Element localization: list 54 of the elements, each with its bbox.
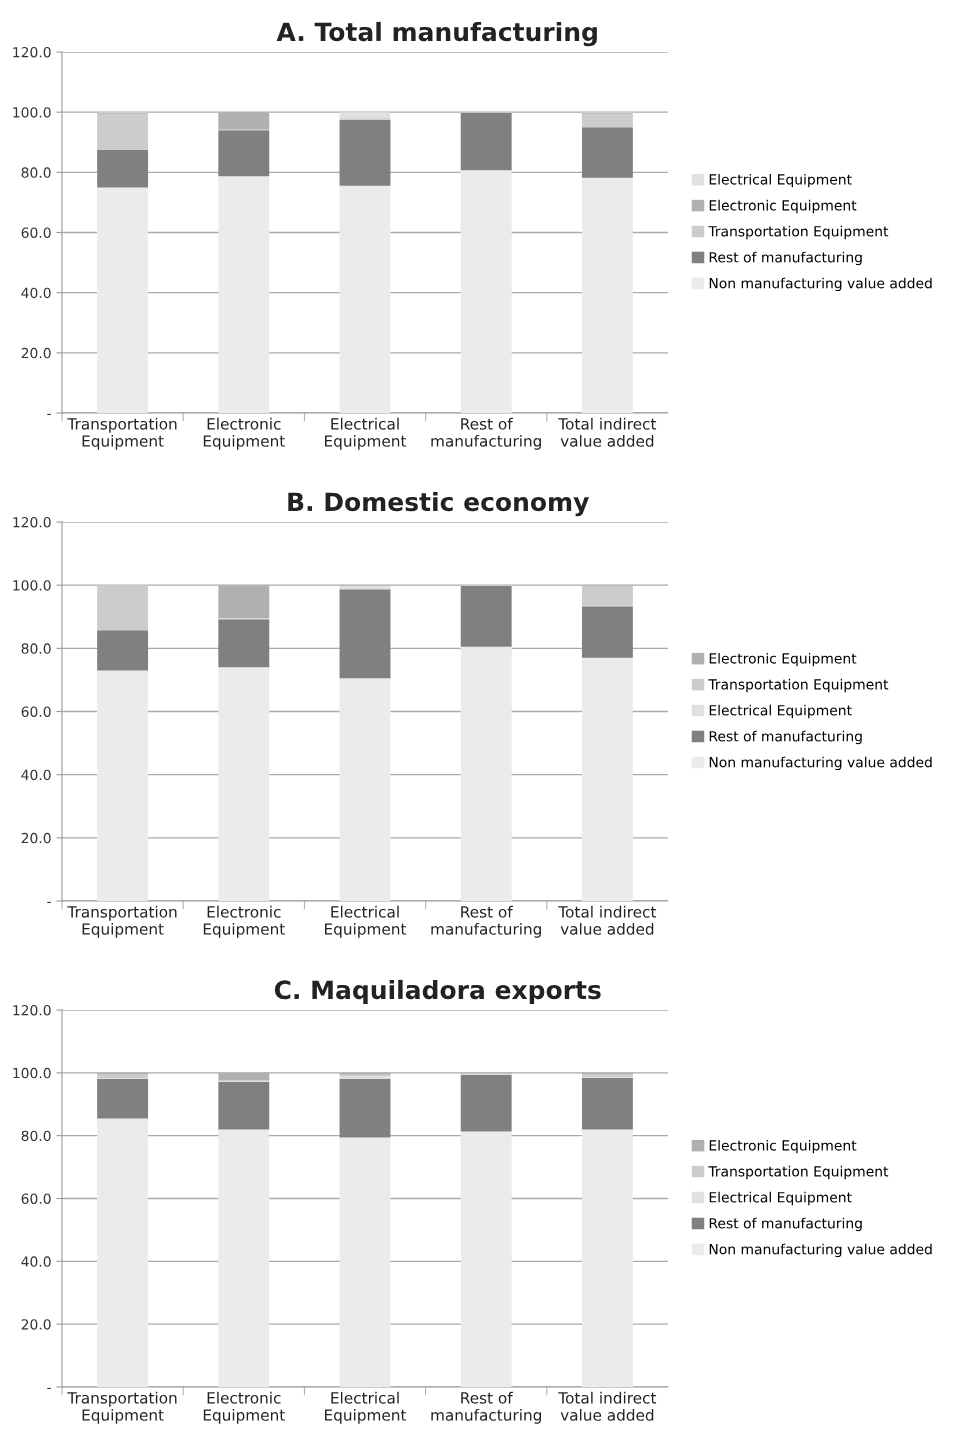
legend-label: Electrical Equipment [709, 1191, 852, 1206]
y-tick-label: 120.0 [13, 516, 51, 528]
x-tick-label: Electrical Equipment [325, 417, 407, 450]
y-tick-label: 120.0 [13, 46, 51, 58]
y-tick-label: 80.0 [21, 167, 51, 178]
legend-label: Transportation Equipment [708, 678, 889, 693]
legend-label: Electrical Equipment [709, 704, 852, 719]
legend-label: Electrical Equipment [709, 173, 852, 188]
x-tick-label: Electrical Equipment [325, 905, 407, 938]
legend-label: Non manufacturing value added [709, 756, 932, 771]
chart-title: C. Maquiladora exports [274, 979, 601, 1005]
y-tick-label: 40.0 [21, 1256, 51, 1267]
y-tick-label: - [47, 413, 51, 416]
y-tick-label: - [47, 1387, 51, 1390]
y-tick-label: - [47, 901, 51, 904]
x-tick-label: Total indirect value added [558, 905, 657, 935]
y-tick-label: 80.0 [21, 643, 51, 654]
legend-label: Electronic Equipment [709, 652, 857, 667]
y-tick-label: 40.0 [21, 769, 51, 781]
y-tick-label: 100.0 [13, 1067, 51, 1079]
x-tick-label: Electronic Equipment [203, 905, 285, 938]
legend-label: Electronic Equipment [709, 1139, 857, 1154]
y-tick-label: 20.0 [21, 1319, 51, 1330]
x-tick-label: Electronic Equipment [203, 1391, 285, 1424]
x-tick-label: Electrical Equipment [325, 1391, 407, 1424]
x-tick-label: Transportation Equipment [67, 905, 177, 938]
legend-label: Rest of manufacturing [709, 251, 862, 266]
x-tick-label: Rest of manufacturing [431, 1391, 541, 1424]
x-tick-label: Rest of manufacturing [431, 905, 541, 938]
y-tick-label: 80.0 [21, 1130, 51, 1142]
x-tick-label: Total indirect value added [558, 417, 657, 447]
legend-label: Non manufacturing value added [709, 1243, 932, 1258]
legend-label: Transportation Equipment [708, 1165, 889, 1180]
y-tick-label: 60.0 [21, 1193, 51, 1204]
legend-label: Rest of manufacturing [709, 1217, 862, 1232]
x-tick-label: Electronic Equipment [203, 417, 285, 450]
y-tick-label: 60.0 [21, 227, 51, 238]
x-tick-label: Total indirect value added [558, 1391, 657, 1421]
x-tick-label: Transportation Equipment [67, 417, 177, 450]
y-tick-label: 40.0 [21, 287, 51, 299]
y-tick-label: 20.0 [21, 347, 51, 359]
y-tick-label: 100.0 [13, 580, 51, 591]
x-tick-label: Transportation Equipment [67, 1391, 177, 1424]
legend-label: Rest of manufacturing [709, 730, 862, 745]
chart-title: B. Domestic economy [288, 491, 589, 517]
legend-label: Electronic Equipment [709, 199, 857, 214]
x-tick-label: Rest of manufacturing [431, 417, 541, 450]
legend-label: Non manufacturing value added [709, 277, 932, 292]
y-tick-label: 120.0 [13, 1004, 51, 1016]
y-tick-label: 20.0 [21, 832, 51, 844]
y-tick-label: 60.0 [21, 706, 51, 717]
legend-label: Transportation Equipment [708, 225, 889, 240]
y-tick-label: 100.0 [13, 107, 51, 118]
chart-title: A. Total manufacturing [276, 21, 597, 47]
